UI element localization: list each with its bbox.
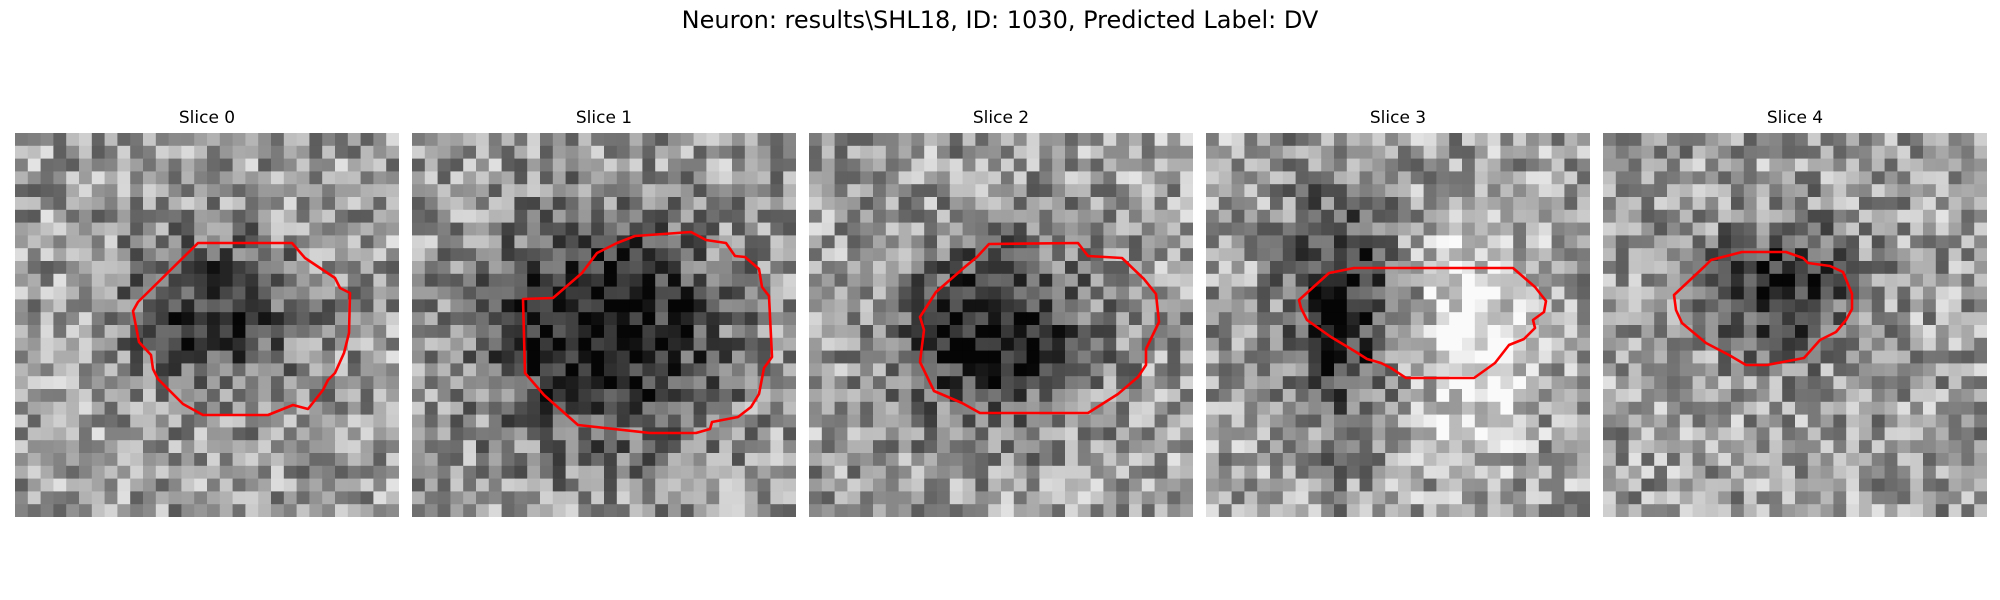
slice-title: Slice 3: [1369, 108, 1427, 128]
neuron-contour: [918, 241, 1161, 415]
neuron-contour: [131, 241, 352, 417]
slice-image: [1206, 133, 1590, 517]
neuron-contour: [521, 230, 774, 435]
slice-title: Slice 2: [972, 108, 1030, 128]
slice-image: [15, 133, 399, 517]
grayscale-pixel-map: [412, 133, 796, 517]
slice-image: [1603, 133, 1987, 517]
slice-image: [412, 133, 796, 517]
neuron-contour: [1672, 250, 1854, 367]
grayscale-pixel-map: [15, 133, 399, 517]
slice-title: Slice 4: [1766, 108, 1824, 128]
grayscale-pixel-map: [1603, 133, 1987, 517]
slice-title: Slice 1: [575, 108, 633, 128]
grayscale-pixel-map: [1206, 133, 1590, 517]
slice-title: Slice 0: [178, 108, 236, 128]
grayscale-pixel-map: [809, 133, 1193, 517]
neuron-contour: [1297, 266, 1548, 380]
figure-title: Neuron: results\SHL18, ID: 1030, Predict…: [681, 6, 1319, 34]
slice-image: [809, 133, 1193, 517]
